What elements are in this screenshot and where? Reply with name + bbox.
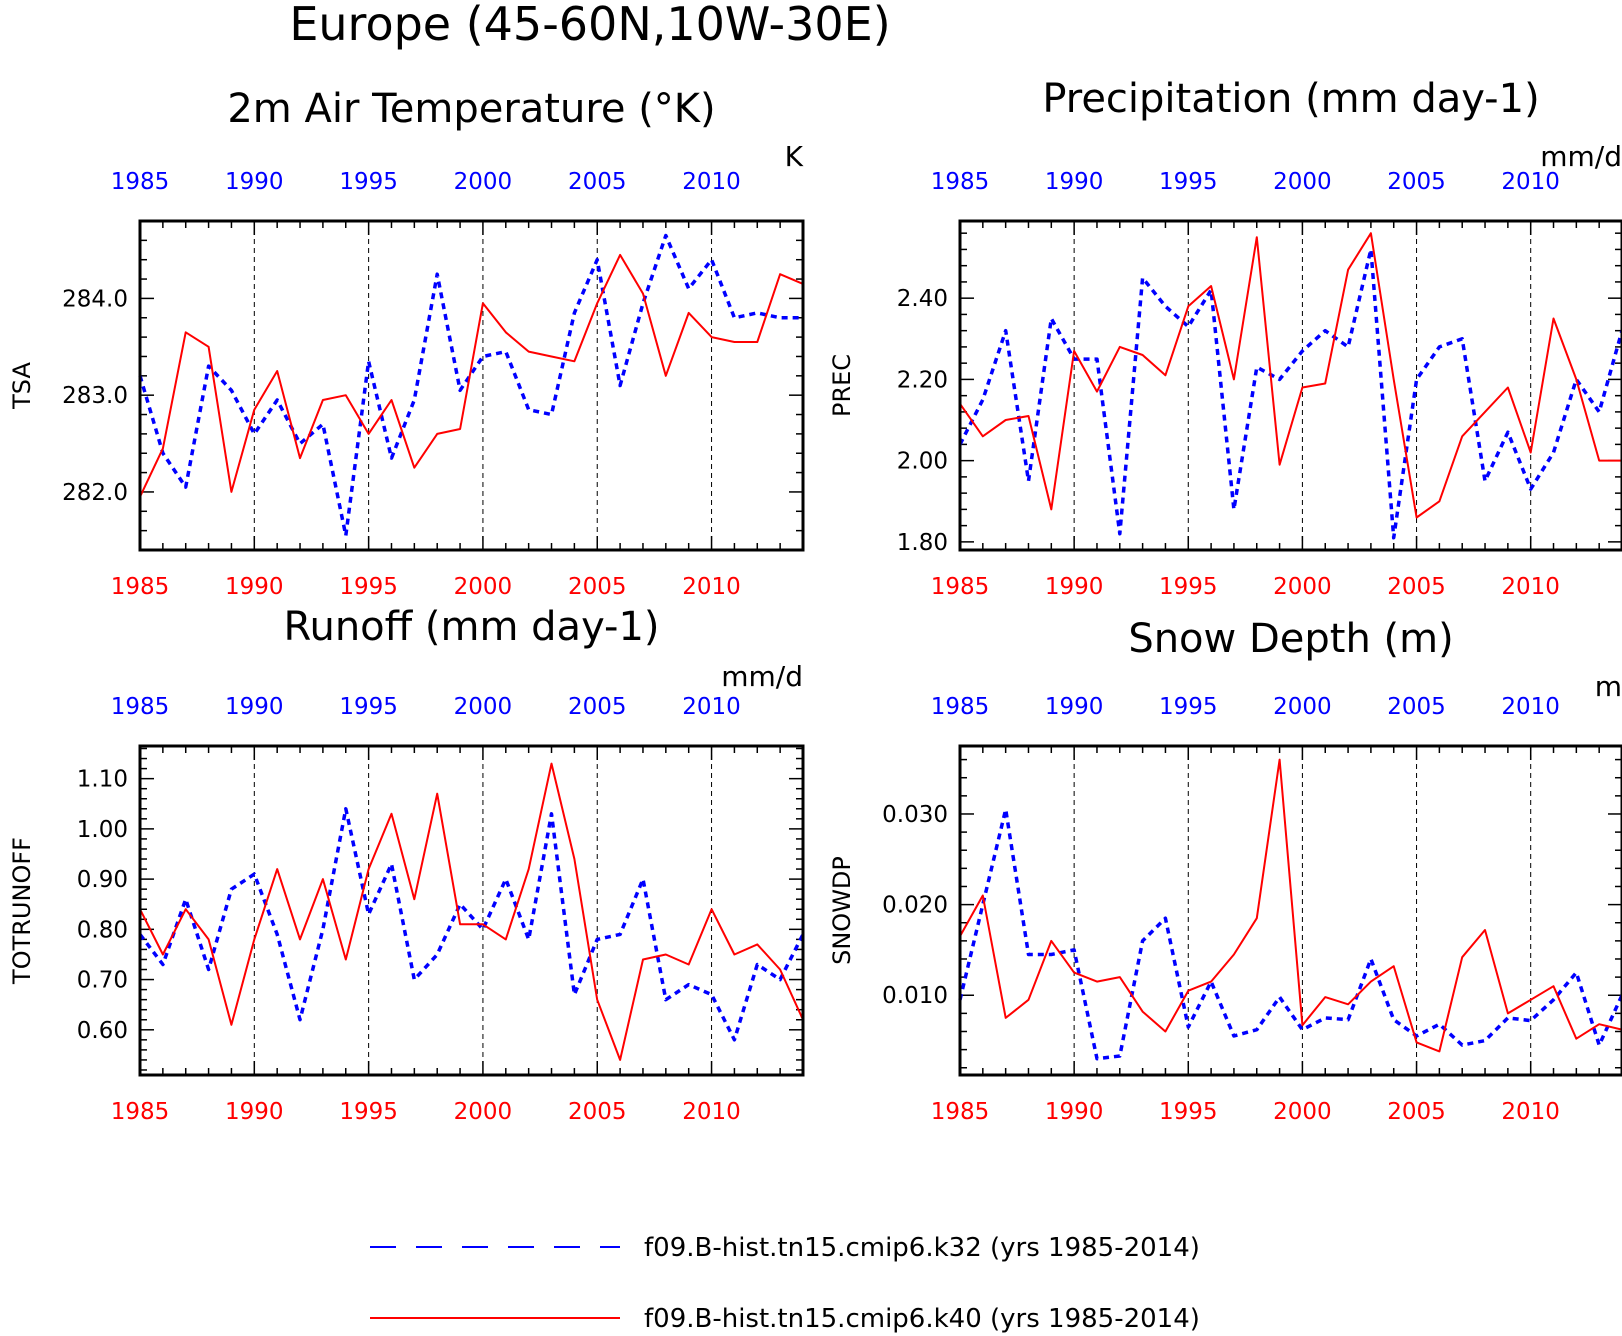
figure-title: Europe (45-60N,10W-30E) <box>289 0 890 51</box>
y-tick-label: 1.00 <box>77 817 128 843</box>
y-tick-label: 1.80 <box>897 530 948 556</box>
panel-title: Precipitation (mm day-1) <box>1042 76 1539 122</box>
plot-frame <box>958 744 1622 1077</box>
x-tick-label-top: 2005 <box>1387 694 1446 720</box>
y-axis-label: TOTRUNOFF <box>8 837 36 985</box>
x-tick-label-top: 1995 <box>339 169 398 195</box>
x-tick-label-top: 2010 <box>1501 169 1560 195</box>
x-tick-label-top: 1990 <box>1045 169 1104 195</box>
x-tick-label-bottom: 2005 <box>1387 1099 1446 1125</box>
x-tick-label-bottom: 2000 <box>1273 1099 1332 1125</box>
x-tick-label-bottom: 1985 <box>931 1099 990 1125</box>
x-tick-label-top: 2010 <box>682 694 741 720</box>
x-tick-label-top: 2005 <box>1387 169 1446 195</box>
y-axis-label: TSA <box>8 362 36 410</box>
panel-runoff: Runoff (mm day-1) mm/d TOTRUNOFF 1985 1990 19… <box>8 604 805 1125</box>
x-tick-label-bottom: 2005 <box>568 1099 627 1125</box>
panel-precipitation: Precipitation (mm day-1)mm/d PREC 1985 1990… <box>828 76 1622 600</box>
y-axis-label: PREC <box>828 354 856 417</box>
x-tick-label-bottom: 1995 <box>339 574 398 600</box>
y-tick-label: 283.0 <box>62 383 128 409</box>
legend: f09.B-hist.tn15.cmip6.k32 (yrs 1985-2014… <box>370 1233 1200 1334</box>
series-line-k40 <box>959 232 1622 519</box>
units-label: m <box>1595 670 1622 703</box>
units-label: mm/d <box>1540 140 1622 173</box>
plot-frame <box>958 219 1622 552</box>
panel-air-temperature: 2m Air Temperature (°K) K TSA 1985 1990 1995 2… <box>8 86 805 600</box>
series-line-k32 <box>958 807 1622 1061</box>
x-tick-label-bottom: 1990 <box>1045 1099 1104 1125</box>
y-tick-label: 0.90 <box>77 867 128 893</box>
y-tick-label: 282.0 <box>62 480 128 506</box>
x-tick-label-bottom: 2000 <box>454 1099 513 1125</box>
x-tick-label-top: 2010 <box>1501 694 1560 720</box>
x-tick-label-bottom: 1985 <box>111 574 170 600</box>
y-tick-label: 2.00 <box>897 449 948 475</box>
series-line-k32 <box>958 247 1622 540</box>
legend-label-k40: f09.B-hist.tn15.cmip6.k40 (yrs 1985-2014… <box>644 1304 1200 1334</box>
x-tick-label-bottom: 2010 <box>1501 574 1560 600</box>
legend-label-k32: f09.B-hist.tn15.cmip6.k32 (yrs 1985-2014… <box>644 1233 1200 1263</box>
units-label: K <box>785 140 804 173</box>
x-tick-label-top: 1990 <box>225 169 284 195</box>
x-tick-label-bottom: 1990 <box>225 1099 284 1125</box>
series-line-k40 <box>139 762 804 1061</box>
y-tick-label: 0.80 <box>77 917 128 943</box>
x-tick-label-bottom: 1985 <box>931 574 990 600</box>
x-tick-label-top: 2000 <box>1273 694 1332 720</box>
y-tick-label: 0.60 <box>77 1018 128 1044</box>
y-tick-label: 0.010 <box>882 983 948 1009</box>
x-tick-label-top: 1990 <box>225 694 284 720</box>
x-tick-label-bottom: 2000 <box>1273 574 1332 600</box>
plot-frame <box>138 744 805 1077</box>
y-tick-label: 0.030 <box>882 802 948 828</box>
panel-snow-depth: Snow Depth (m) m SNOWDP 1985 1990 1995 2000 200… <box>828 616 1622 1125</box>
x-tick-label-bottom: 2005 <box>1387 574 1446 600</box>
series-line-k40 <box>139 253 804 498</box>
y-tick-label: 2.40 <box>897 286 948 312</box>
y-tick-label: 0.020 <box>882 893 948 919</box>
series-line-k32 <box>138 807 805 1042</box>
x-tick-label-top: 1995 <box>1159 169 1218 195</box>
x-tick-label-bottom: 1995 <box>1159 574 1218 600</box>
x-tick-label-top: 1985 <box>111 694 170 720</box>
y-tick-label: 0.70 <box>77 968 128 994</box>
units-label: mm/d <box>721 660 803 693</box>
x-tick-label-bottom: 2000 <box>454 574 513 600</box>
plot-frame <box>138 219 805 552</box>
x-tick-label-bottom: 1985 <box>111 1099 170 1125</box>
x-tick-label-top: 2005 <box>568 169 627 195</box>
panel-title: Runoff (mm day-1) <box>283 604 659 650</box>
series-line-k32 <box>138 233 803 538</box>
x-tick-label-top: 1995 <box>1159 694 1218 720</box>
x-tick-label-top: 1985 <box>931 169 990 195</box>
x-tick-label-bottom: 2005 <box>568 574 627 600</box>
y-tick-label: 2.20 <box>897 367 948 393</box>
x-tick-label-bottom: 2010 <box>1501 1099 1560 1125</box>
y-tick-label: 1.10 <box>77 767 128 793</box>
series-line-k40 <box>959 758 1622 1053</box>
x-tick-label-top: 1995 <box>339 694 398 720</box>
x-tick-label-top: 2005 <box>568 694 627 720</box>
y-axis-label: SNOWDP <box>828 856 856 965</box>
x-tick-label-bottom: 2010 <box>682 1099 741 1125</box>
x-tick-label-top: 1990 <box>1045 694 1104 720</box>
x-tick-label-top: 2000 <box>454 169 513 195</box>
x-tick-label-bottom: 1990 <box>225 574 284 600</box>
x-tick-label-bottom: 1995 <box>1159 1099 1218 1125</box>
x-tick-label-top: 2010 <box>682 169 741 195</box>
panel-title: Snow Depth (m) <box>1128 616 1453 662</box>
x-tick-label-bottom: 1995 <box>339 1099 398 1125</box>
x-tick-label-top: 2000 <box>1273 169 1332 195</box>
x-tick-label-bottom: 1990 <box>1045 574 1104 600</box>
x-tick-label-top: 1985 <box>111 169 170 195</box>
panel-title: 2m Air Temperature (°K) <box>227 86 715 132</box>
x-tick-label-bottom: 2010 <box>682 574 741 600</box>
x-tick-label-top: 1985 <box>931 694 990 720</box>
x-tick-label-top: 2000 <box>454 694 513 720</box>
y-tick-label: 284.0 <box>62 286 128 312</box>
